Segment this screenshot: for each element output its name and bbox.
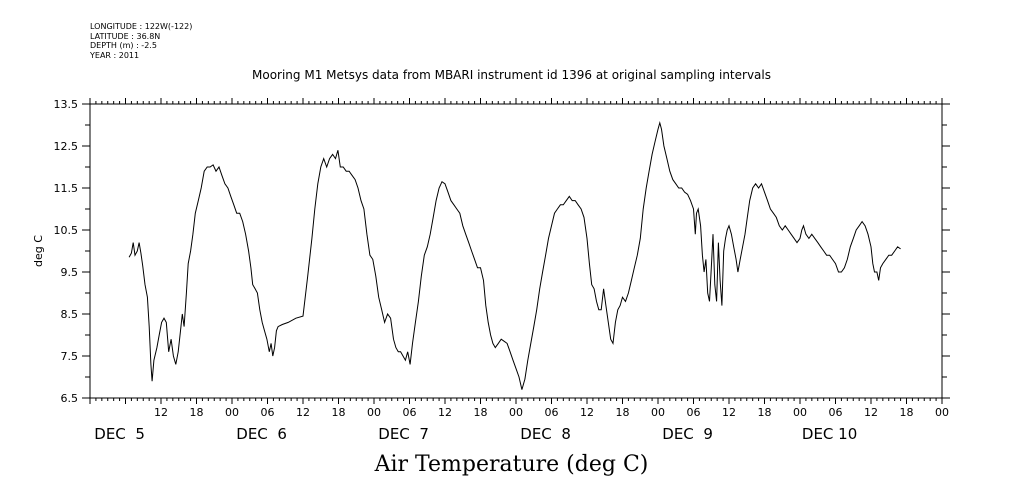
chart-title-box: Mooring M1 Metsys data from MBARI instru…: [0, 68, 1009, 82]
y-tick-label: 13.5: [54, 98, 79, 111]
axis-ticks: [82, 98, 950, 404]
x-tick-label: 18: [332, 406, 346, 419]
y-tick-labels: 6.5 7.5 8.5 9.5 10.5 11.5 12.5 13.5: [54, 98, 79, 405]
x-tick-label: 06: [403, 406, 417, 419]
x-tick-label: 06: [261, 406, 275, 419]
x-tick-label: 00: [793, 406, 807, 419]
y-tick-label: 6.5: [61, 392, 79, 405]
y-tick-label: 11.5: [54, 182, 79, 195]
station-metadata: LONGITUDE : 122W(-122) LATITUDE : 36.8N …: [90, 22, 192, 60]
latitude-label: LATITUDE : 36.8N: [90, 31, 161, 41]
x-tick-label: 18: [758, 406, 772, 419]
x-tick-label: 12: [580, 406, 594, 419]
x-tick-label: 00: [651, 406, 665, 419]
x-tick-label: 06: [829, 406, 843, 419]
series-line-air-temperature: [128, 121, 901, 390]
x-tick-label: 06: [545, 406, 559, 419]
y-tick-label: 9.5: [61, 266, 79, 279]
x-tick-label: 12: [154, 406, 168, 419]
x-tick-label: 12: [722, 406, 736, 419]
day-labels: DEC 5 DEC 6 DEC 7 DEC 8 DEC 9 DEC 10: [94, 425, 857, 443]
x-axis-title: Air Temperature (deg C): [374, 452, 649, 477]
y-tick-label: 12.5: [54, 140, 79, 153]
day-label: DEC 6: [236, 425, 287, 443]
x-tick-label: 00: [509, 406, 523, 419]
y-tick-label: 10.5: [54, 224, 79, 237]
x-tick-label: 12: [296, 406, 310, 419]
day-label: DEC 10: [802, 425, 857, 443]
day-label: DEC 8: [520, 425, 571, 443]
longitude-label: LONGITUDE : 122W(-122): [90, 22, 193, 31]
x-tick-label: 00: [225, 406, 239, 419]
x-tick-label: 00: [935, 406, 949, 419]
x-tick-label: 12: [864, 406, 878, 419]
x-tick-label: 18: [900, 406, 914, 419]
x-tick-label: 18: [190, 406, 204, 419]
x-tick-label: 06: [687, 406, 701, 419]
year-label: YEAR : 2011: [90, 50, 140, 60]
depth-label: DEPTH (m) : -2.5: [90, 41, 157, 50]
day-label: DEC 7: [378, 425, 429, 443]
day-label: DEC 5: [94, 425, 145, 443]
y-tick-label: 8.5: [61, 308, 79, 321]
y-axis-title: deg C: [32, 235, 45, 267]
x-tick-label: 18: [474, 406, 488, 419]
plot-frame: [89, 103, 943, 399]
day-label: DEC 9: [662, 425, 713, 443]
y-tick-label: 7.5: [61, 350, 79, 363]
x-tick-labels: 12 18 00 06 12 18 00 06 12 18 00 06 12 18 00 06 12 18 00 06…: [154, 406, 949, 419]
x-tick-label: 12: [438, 406, 452, 419]
x-tick-label: 18: [616, 406, 630, 419]
chart-title: Mooring M1 Metsys data from MBARI instru…: [252, 68, 771, 82]
x-axis-title-box: Air Temperature (deg C): [0, 452, 1009, 477]
x-tick-label: 00: [367, 406, 381, 419]
